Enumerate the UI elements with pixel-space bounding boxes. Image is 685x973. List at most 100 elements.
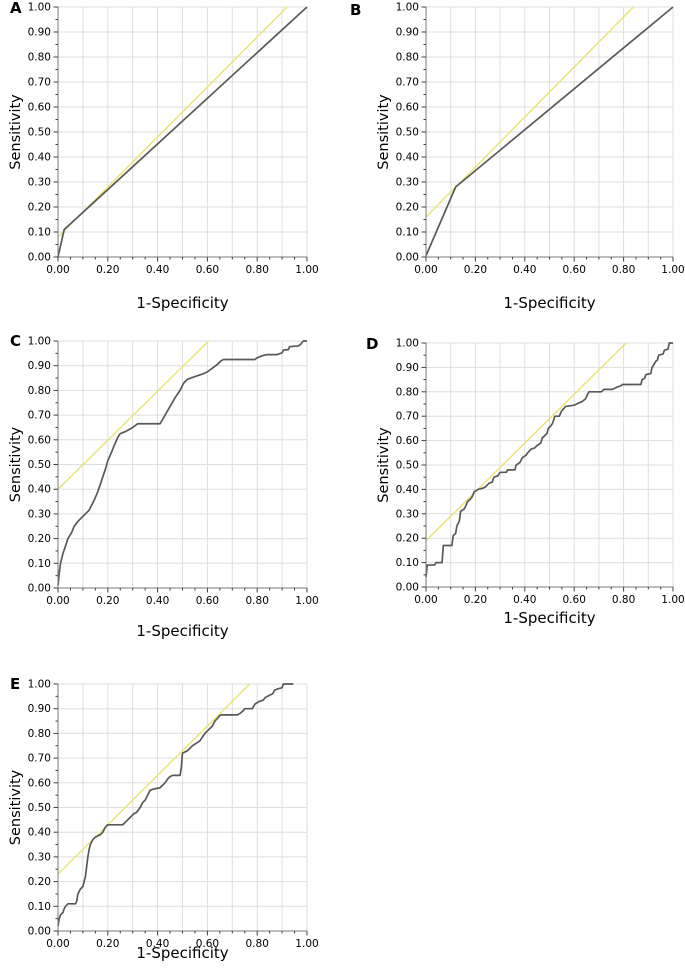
y-tick-label: 1.00 bbox=[396, 338, 419, 350]
gridlines bbox=[426, 342, 674, 587]
y-tick-label: 0.20 bbox=[396, 202, 419, 214]
y-tick-label: 0.10 bbox=[396, 557, 419, 569]
x-tick-label: 0.00 bbox=[46, 264, 69, 276]
y-axis-title: Sensitivity bbox=[376, 427, 392, 503]
x-tick-label: 1.00 bbox=[295, 595, 318, 607]
axes bbox=[421, 342, 674, 592]
axes bbox=[421, 6, 674, 262]
x-tick-label: 0.00 bbox=[46, 595, 69, 607]
panel-label-b: B bbox=[350, 1, 362, 19]
x-tick-label: 0.20 bbox=[96, 264, 119, 276]
roc-chart-b: 0.00 0.20 0.40 0.60 0.80 1.00 0.00 0.10 0.20 0.30… bbox=[376, 2, 685, 313]
y-tick-label: 0.10 bbox=[28, 558, 51, 570]
y-tick-label: 0.30 bbox=[28, 177, 51, 189]
y-tick-label: 1.00 bbox=[28, 336, 51, 348]
x-tick-label: 0.60 bbox=[196, 595, 219, 607]
roc-chart-d: 0.00 0.20 0.40 0.60 0.80 1.00 0.00 0.10 0.20 0.30… bbox=[376, 338, 685, 628]
x-tick-label: 0.00 bbox=[414, 264, 437, 276]
y-tick-label: 0.20 bbox=[28, 876, 51, 888]
y-tick-label: 0.30 bbox=[396, 508, 419, 520]
x-tick-label: 0.40 bbox=[146, 595, 169, 607]
reference-line bbox=[425, 342, 627, 542]
y-tick-label: 0.50 bbox=[28, 127, 51, 139]
y-tick-label: 0.30 bbox=[396, 177, 419, 189]
gridlines bbox=[426, 6, 674, 257]
y-tick-label: 0.10 bbox=[28, 227, 51, 239]
y-tick-label: 0.40 bbox=[396, 484, 419, 496]
reference-line bbox=[57, 340, 210, 490]
axes bbox=[53, 683, 308, 936]
x-tick-label: 0.80 bbox=[246, 264, 269, 276]
y-tick-label: 0.90 bbox=[396, 362, 419, 374]
x-tick-label: 0.20 bbox=[464, 264, 487, 276]
y-tick-label: 0.50 bbox=[28, 802, 51, 814]
y-tick-label: 0.20 bbox=[28, 533, 51, 545]
x-tick-label: 0.20 bbox=[96, 595, 119, 607]
x-tick-label: 0.60 bbox=[563, 594, 586, 606]
axes bbox=[53, 340, 308, 593]
y-axis-title: Sensitivity bbox=[8, 426, 24, 502]
y-tick-label: 0.70 bbox=[28, 753, 51, 765]
y-tick-label: 0.40 bbox=[28, 827, 51, 839]
x-tick-label: 1.00 bbox=[661, 264, 684, 276]
panel-label-e: E bbox=[10, 675, 21, 693]
gridlines bbox=[58, 6, 308, 257]
x-axis-title: 1-Specificity bbox=[503, 294, 595, 312]
gridlines bbox=[58, 683, 308, 931]
roc-curve bbox=[57, 340, 307, 586]
y-tick-label: 0.40 bbox=[28, 152, 51, 164]
x-tick-label: 0.40 bbox=[146, 938, 169, 950]
y-tick-label: 1.00 bbox=[28, 2, 51, 14]
gridlines bbox=[58, 340, 308, 588]
y-tick-label: 0.70 bbox=[28, 410, 51, 422]
x-axis-title: 1-Specificity bbox=[136, 944, 228, 962]
reference-line bbox=[57, 683, 251, 875]
y-tick-label: 0.60 bbox=[28, 434, 51, 446]
y-tick-label: 0.40 bbox=[396, 152, 419, 164]
y-axis-title: Sensitivity bbox=[8, 94, 24, 170]
y-tick-label: 0.50 bbox=[396, 460, 419, 472]
x-tick-label: 0.80 bbox=[246, 595, 269, 607]
x-tick-label: 0.00 bbox=[414, 594, 437, 606]
y-tick-label: 0.10 bbox=[396, 227, 419, 239]
y-tick-label: 0.00 bbox=[396, 252, 419, 264]
x-tick-label: 0.20 bbox=[464, 594, 487, 606]
y-tick-label: 0.00 bbox=[28, 583, 51, 595]
x-tick-label: 0.60 bbox=[196, 938, 219, 950]
y-tick-label: 0.90 bbox=[28, 27, 51, 39]
y-axis-title: Sensitivity bbox=[376, 94, 392, 170]
roc-curve bbox=[57, 683, 294, 927]
y-tick-label: 0.80 bbox=[396, 386, 419, 398]
y-tick-label: 0.00 bbox=[396, 582, 419, 594]
roc-curve bbox=[57, 6, 308, 258]
y-tick-label: 0.60 bbox=[28, 102, 51, 114]
y-tick-label: 0.30 bbox=[28, 508, 51, 520]
y-tick-label: 0.70 bbox=[28, 77, 51, 89]
y-tick-label: 0.90 bbox=[28, 360, 51, 372]
x-tick-label: 1.00 bbox=[661, 594, 684, 606]
y-tick-label: 0.80 bbox=[28, 52, 51, 64]
x-axis-title: 1-Specificity bbox=[136, 622, 228, 640]
roc-curve bbox=[425, 342, 673, 578]
y-tick-label: 0.50 bbox=[396, 127, 419, 139]
y-tick-label: 1.00 bbox=[396, 2, 419, 14]
y-tick-label: 1.00 bbox=[28, 679, 51, 691]
x-axis-title: 1-Specificity bbox=[503, 609, 595, 627]
y-tick-label: 0.60 bbox=[396, 102, 419, 114]
roc-chart-e: 0.00 0.20 0.40 0.60 0.80 1.00 0.00 0.10 0.20 0.30… bbox=[8, 679, 319, 963]
y-tick-label: 0.90 bbox=[28, 703, 51, 715]
y-tick-label: 0.70 bbox=[396, 411, 419, 423]
y-axis-title: Sensitivity bbox=[8, 769, 24, 845]
y-tick-label: 0.80 bbox=[28, 728, 51, 740]
x-tick-label: 0.00 bbox=[46, 938, 69, 950]
panel-label-a: A bbox=[10, 0, 22, 17]
x-tick-label: 0.80 bbox=[612, 594, 635, 606]
y-tick-label: 0.80 bbox=[28, 385, 51, 397]
roc-chart-c: 0.00 0.20 0.40 0.60 0.80 1.00 0.00 0.10 0.20 0.30… bbox=[8, 336, 319, 641]
y-tick-label: 0.50 bbox=[28, 459, 51, 471]
roc-curve bbox=[425, 6, 674, 257]
y-tick-label: 0.60 bbox=[396, 435, 419, 447]
x-tick-label: 1.00 bbox=[295, 938, 318, 950]
x-tick-label: 0.80 bbox=[246, 938, 269, 950]
y-tick-label: 0.80 bbox=[396, 52, 419, 64]
